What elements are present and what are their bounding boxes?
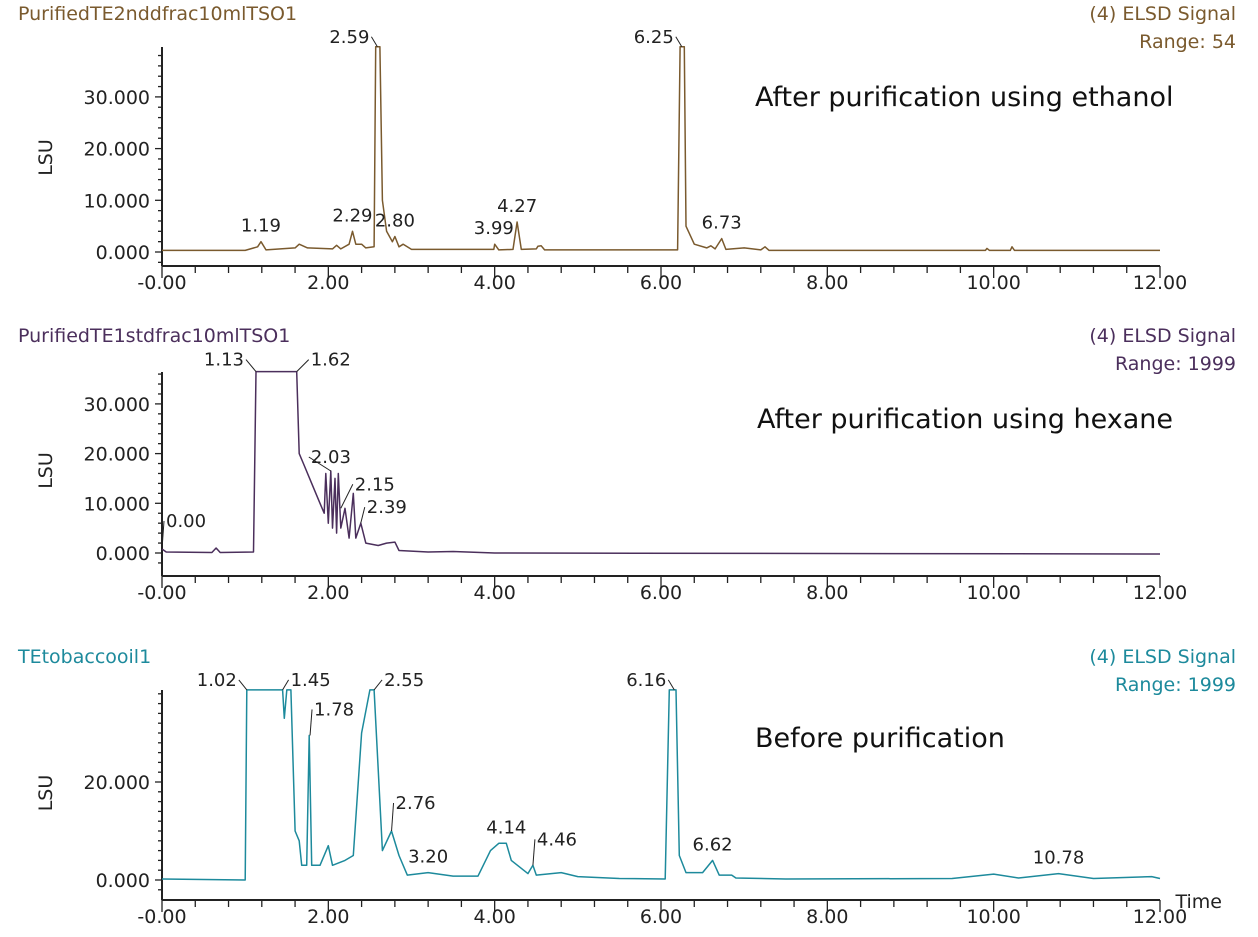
chromatogram-panel-1: PurifiedTE2nddfrac10mlTSO1 (4) ELSD Signa… — [18, 3, 1236, 294]
peak-label: 3.99 — [474, 218, 514, 239]
peak-leader — [238, 679, 248, 691]
x-tick-label: 4.00 — [474, 582, 516, 604]
peak-leader — [309, 709, 313, 736]
signal-label: (4) ELSD Signal — [1089, 646, 1236, 668]
y-tick-label: 0.000 — [96, 870, 150, 892]
signal-label: (4) ELSD Signal — [1089, 325, 1236, 347]
y-tick-label: 30.000 — [84, 394, 150, 416]
peak-leader — [667, 679, 675, 691]
x-tick-label: 2.00 — [307, 582, 349, 604]
x-tick-label: 10.00 — [966, 582, 1020, 604]
x-tick-label: 12.00 — [1133, 582, 1187, 604]
annotation: After purification using hexane — [757, 404, 1173, 435]
x-tick-label: 8.00 — [806, 582, 848, 604]
peak-label: 4.27 — [497, 196, 537, 217]
peak-label: 6.62 — [693, 834, 733, 855]
peak-label: 2.59 — [329, 27, 369, 48]
x-tick-label: 12.00 — [1133, 906, 1187, 928]
chromatogram-panel-3: TEtobaccooil1 (4) ELSD Signal Range: 1999 B… — [17, 646, 1236, 928]
y-tick-label: 0.000 — [96, 543, 150, 565]
peak-label: 10.78 — [1033, 848, 1085, 869]
x-tick-label: 8.00 — [806, 272, 848, 294]
peak-leader — [161, 520, 165, 550]
y-tick-label: 0.000 — [96, 242, 150, 264]
peak-label: 2.29 — [332, 205, 372, 226]
peak-label: 2.15 — [355, 474, 395, 495]
y-tick-label: 10.000 — [84, 190, 150, 212]
peak-leader — [373, 679, 383, 691]
peak-label: 4.14 — [486, 817, 526, 838]
sample-name: PurifiedTE2nddfrac10mlTSO1 — [18, 3, 297, 25]
chromatogram-panel-2: PurifiedTE1stdfrac10mlTSO1 (4) ELSD Signa… — [18, 325, 1236, 604]
peak-label: 1.13 — [204, 350, 244, 371]
sample-name: TEtobaccooil1 — [17, 646, 151, 668]
signal-trace — [161, 689, 1161, 881]
y-tick-label: 30.000 — [84, 87, 150, 109]
peak-label: 3.20 — [408, 847, 448, 868]
peak-label: 2.39 — [367, 497, 407, 518]
peak-label: 1.02 — [197, 670, 237, 691]
peak-label: 4.46 — [537, 829, 577, 850]
range-label: Range: 54 — [1139, 31, 1236, 53]
range-label: Range: 1999 — [1115, 674, 1236, 696]
y-tick-label: 10.000 — [84, 493, 150, 515]
peak-leader — [282, 679, 290, 691]
peak-label: 2.76 — [396, 793, 436, 814]
peak-label: 2.03 — [311, 447, 351, 468]
peak-label: 0.00 — [166, 511, 206, 532]
signal-label: (4) ELSD Signal — [1089, 3, 1236, 25]
x-tick-label: 2.00 — [307, 272, 349, 294]
x-tick-label: -0.00 — [137, 906, 186, 928]
y-tick-label: 20.000 — [84, 444, 150, 466]
x-tick-label: 6.00 — [640, 272, 682, 294]
peak-leader — [532, 839, 536, 866]
x-tick-label: -0.00 — [137, 272, 186, 294]
y-tick-label: 20.000 — [84, 139, 150, 161]
peak-label: 2.80 — [375, 210, 415, 231]
y-axis-label: LSU — [35, 775, 57, 812]
peak-label: 1.19 — [241, 216, 281, 237]
annotation: Before purification — [755, 723, 1005, 754]
peak-label: 1.45 — [291, 670, 331, 691]
x-tick-label: 6.00 — [640, 582, 682, 604]
x-tick-label: 10.00 — [966, 906, 1020, 928]
peak-label: 1.78 — [314, 699, 354, 720]
peak-leader — [360, 507, 366, 524]
peak-label: 2.55 — [384, 670, 424, 691]
x-tick-label: -0.00 — [137, 582, 186, 604]
peak-leader — [308, 456, 332, 472]
peak-leader — [370, 36, 378, 48]
x-tick-label: 6.00 — [640, 906, 682, 928]
sample-name: PurifiedTE1stdfrac10mlTSO1 — [18, 325, 290, 347]
peak-leader — [675, 36, 683, 48]
peak-label: 6.25 — [634, 27, 674, 48]
y-axis-label: LSU — [35, 139, 57, 176]
peak-label: 6.73 — [702, 213, 742, 234]
x-tick-label: 4.00 — [474, 272, 516, 294]
peak-leader — [245, 359, 257, 372]
peak-leader — [391, 802, 395, 832]
x-axis-label: Time — [1175, 891, 1223, 913]
x-tick-label: 12.00 — [1133, 272, 1187, 294]
peak-label: 6.16 — [626, 670, 666, 691]
y-axis-label: LSU — [35, 452, 57, 489]
x-tick-label: 8.00 — [806, 906, 848, 928]
signal-trace — [161, 370, 1161, 555]
peak-leader — [296, 359, 310, 372]
peak-leader — [340, 484, 354, 509]
range-label: Range: 1999 — [1115, 353, 1236, 375]
annotation: After purification using ethanol — [755, 82, 1173, 113]
peak-label: 1.62 — [311, 350, 351, 371]
y-tick-label: 20.000 — [84, 772, 150, 794]
x-tick-label: 10.00 — [966, 272, 1020, 294]
x-tick-label: 2.00 — [307, 906, 349, 928]
signal-trace — [162, 46, 1160, 252]
x-tick-label: 4.00 — [474, 906, 516, 928]
